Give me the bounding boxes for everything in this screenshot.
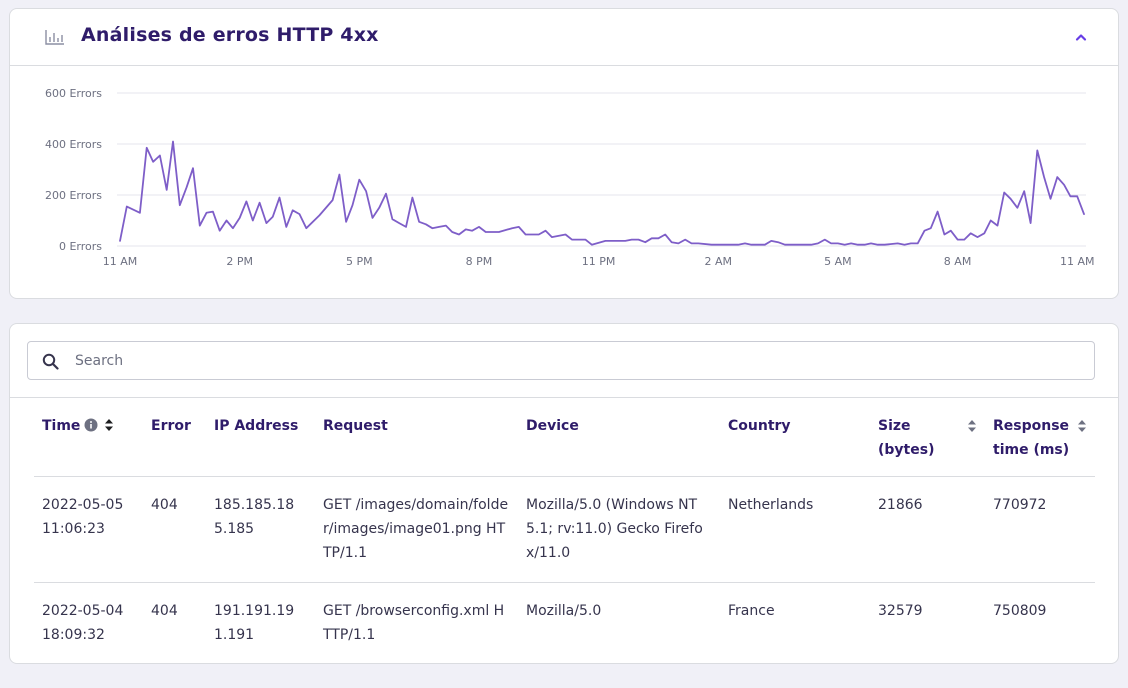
column-label-size: Size (bytes) <box>878 418 935 458</box>
chart-title: Análises de erros HTTP 4xx <box>81 24 379 46</box>
errors-series-line <box>119 140 1085 246</box>
sort-icon[interactable] <box>1077 419 1087 433</box>
column-header-ip-address: IP Address <box>206 404 315 477</box>
cell-device: Mozilla/5.0 <box>526 603 602 619</box>
table-row: 2022-05-05 11:06:23 404 185.185.185.185 … <box>34 476 1095 583</box>
x-tick-label: 11 AM <box>1060 255 1095 268</box>
search-box[interactable] <box>27 341 1095 380</box>
divider <box>10 397 1118 398</box>
search-icon <box>42 353 59 370</box>
cell-error: 404 <box>151 603 178 619</box>
y-tick-label: 200 Errors <box>45 189 102 202</box>
x-tick-label: 8 PM <box>466 255 493 268</box>
column-label-ip-address: IP Address <box>214 418 299 434</box>
column-label-request: Request <box>323 418 388 434</box>
http-errors-chart-card: Análises de erros HTTP 4xx 0 Errors 200 E… <box>9 8 1119 299</box>
column-label-response-time: Response time (ms) <box>993 418 1070 458</box>
cell-time: 2022-05-05 11:06:23 <box>34 476 143 583</box>
x-tick-label: 11 AM <box>103 255 138 268</box>
column-header-country: Country <box>720 404 870 477</box>
table-header-row: Time Error IP Address Request Device Cou… <box>34 404 1095 477</box>
column-header-device: Device <box>518 404 720 477</box>
cell-request: GET /images/domain/folder/images/image01… <box>315 476 518 583</box>
cell-error: 404 <box>143 476 206 583</box>
x-tick-label: 11 PM <box>582 255 616 268</box>
x-tick-label: 5 PM <box>346 255 373 268</box>
error-line-chart: 0 Errors 200 Errors 400 Errors 600 Errors 11… <box>45 87 1095 268</box>
sort-icon[interactable] <box>104 418 114 432</box>
column-header-error: Error <box>143 404 206 477</box>
column-label-error: Error <box>151 418 191 434</box>
column-label-device: Device <box>526 418 579 434</box>
y-tick-label: 400 Errors <box>45 138 102 151</box>
column-label-time: Time <box>42 418 81 434</box>
y-tick-label: 0 Errors <box>59 240 102 253</box>
column-header-size[interactable]: Size (bytes) <box>870 404 985 477</box>
chart-card-header: Análises de erros HTTP 4xx <box>10 9 1118 66</box>
cell-ip-address: 185.185.185.185 <box>206 476 315 583</box>
info-icon[interactable] <box>84 418 98 432</box>
cell-request: GET /browserconfig.xml HTTP/1.1 <box>323 603 505 643</box>
y-tick-label: 600 Errors <box>45 87 102 100</box>
cell-ip-address: 191.191.191.191 <box>214 603 295 643</box>
cell-size: 21866 <box>870 476 985 583</box>
cell-response-time: 770972 <box>985 476 1095 583</box>
x-tick-label: 5 AM <box>824 255 852 268</box>
cell-device: Mozilla/5.0 (Windows NT 5.1; rv:11.0) Ge… <box>518 476 720 583</box>
x-tick-label: 2 PM <box>226 255 253 268</box>
column-label-country: Country <box>728 418 791 434</box>
cell-time: 2022-05-04 18:09:32 <box>42 603 124 643</box>
chevron-up-icon[interactable] <box>1071 27 1091 47</box>
cell-response-time: 750809 <box>993 603 1047 619</box>
error-log-card: Time Error IP Address Request Device Cou… <box>9 323 1119 664</box>
search-input[interactable] <box>75 343 1075 378</box>
error-log-table: Time Error IP Address Request Device Cou… <box>34 404 1095 664</box>
x-tick-label: 2 AM <box>705 255 733 268</box>
cell-size: 32579 <box>878 603 923 619</box>
cell-country: France <box>728 603 775 619</box>
sort-icon[interactable] <box>967 419 977 433</box>
column-header-time[interactable]: Time <box>34 404 143 477</box>
table-row: 2022-05-04 18:09:32 404 191.191.191.191 … <box>34 583 1095 664</box>
bar-chart-icon <box>45 30 64 45</box>
x-tick-label: 8 AM <box>944 255 972 268</box>
cell-country: Netherlands <box>720 476 870 583</box>
column-header-response-time[interactable]: Response time (ms) <box>985 404 1095 477</box>
column-header-request: Request <box>315 404 518 477</box>
